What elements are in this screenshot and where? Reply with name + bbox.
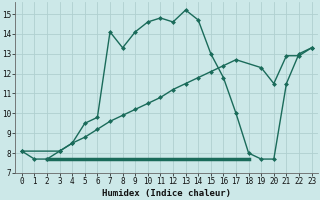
X-axis label: Humidex (Indice chaleur): Humidex (Indice chaleur) [102, 189, 231, 198]
